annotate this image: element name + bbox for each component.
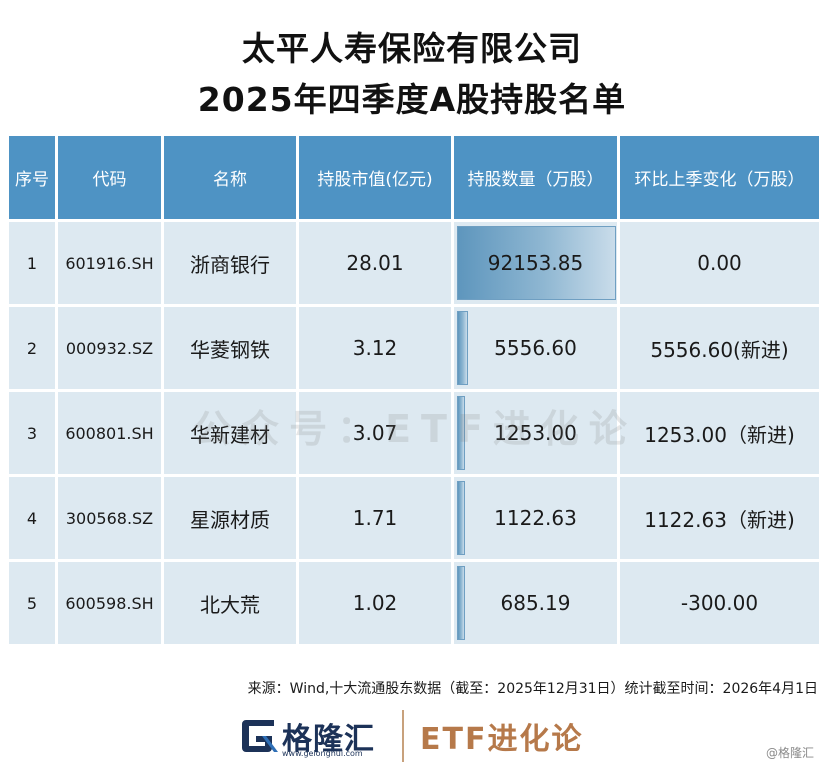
shares-value: 5556.60 <box>494 336 577 360</box>
footer-divider <box>402 710 404 762</box>
header-name: 名称 <box>164 136 296 219</box>
shares-cell: 685.19 <box>454 562 617 644</box>
shares-value: 1253.00 <box>494 421 577 445</box>
shares-cell: 92153.85 <box>454 222 617 304</box>
header-code: 代码 <box>58 136 161 219</box>
row-index: 2 <box>9 307 55 389</box>
market-value: 1.71 <box>299 477 451 559</box>
market-value: 3.12 <box>299 307 451 389</box>
quarter-change: 0.00 <box>620 222 819 304</box>
row-index: 1 <box>9 222 55 304</box>
shares-cell: 1122.63 <box>454 477 617 559</box>
stock-code: 600801.SH <box>58 392 161 474</box>
holdings-table: 序号 代码 名称 持股市值(亿元) 持股数量（万股） 环比上季变化（万股） 1 … <box>6 133 822 647</box>
gelonghui-logo: 格隆汇 www.gelonghui.com <box>238 712 398 762</box>
table-header-row: 序号 代码 名称 持股市值(亿元) 持股数量（万股） 环比上季变化（万股） <box>9 136 819 219</box>
logo-url: www.gelonghui.com <box>282 749 363 758</box>
header-index: 序号 <box>9 136 55 219</box>
quarter-change: 1253.00（新进) <box>620 392 819 474</box>
shares-value: 92153.85 <box>487 251 584 275</box>
watermark-badge: @格隆汇 <box>765 746 814 760</box>
row-index: 5 <box>9 562 55 644</box>
stock-name: 北大荒 <box>164 562 296 644</box>
shares-data-bar <box>457 481 465 555</box>
stock-name: 华菱钢铁 <box>164 307 296 389</box>
quarter-change: 1122.63（新进) <box>620 477 819 559</box>
table-row: 2 000932.SZ 华菱钢铁 3.12 5556.60 5556.60(新进… <box>9 307 819 389</box>
quarter-change: -300.00 <box>620 562 819 644</box>
shares-cell: 1253.00 <box>454 392 617 474</box>
table-row: 4 300568.SZ 星源材质 1.71 1122.63 1122.63（新进… <box>9 477 819 559</box>
stock-name: 华新建材 <box>164 392 296 474</box>
title-line-2: 2025年四季度A股持股名单 <box>197 80 627 119</box>
logo-text: 格隆汇 <box>282 722 375 757</box>
market-value: 28.01 <box>299 222 451 304</box>
header-change: 环比上季变化（万股） <box>620 136 819 219</box>
title-line-1: 太平人寿保险有限公司 <box>242 29 582 68</box>
gelonghui-g-icon <box>242 720 278 752</box>
shares-data-bar <box>457 396 465 470</box>
header-shares: 持股数量（万股） <box>454 136 617 219</box>
stock-code: 601916.SH <box>58 222 161 304</box>
stock-name: 浙商银行 <box>164 222 296 304</box>
stock-name: 星源材质 <box>164 477 296 559</box>
brand-name: ETF进化论 <box>420 722 584 757</box>
source-note: 来源：Wind,十大流通股东数据（截至：2025年12月31日）统计截至时间：2… <box>247 681 818 697</box>
stock-code: 300568.SZ <box>58 477 161 559</box>
shares-cell: 5556.60 <box>454 307 617 389</box>
shares-value: 1122.63 <box>494 506 577 530</box>
row-index: 3 <box>9 392 55 474</box>
shares-data-bar <box>457 566 465 640</box>
quarter-change: 5556.60(新进) <box>620 307 819 389</box>
header-market-value: 持股市值(亿元) <box>299 136 451 219</box>
market-value: 1.02 <box>299 562 451 644</box>
shares-data-bar <box>457 311 468 385</box>
table-row: 1 601916.SH 浙商银行 28.01 92153.85 0.00 <box>9 222 819 304</box>
table-row: 3 600801.SH 华新建材 3.07 1253.00 1253.00（新进… <box>9 392 819 474</box>
stock-code: 000932.SZ <box>58 307 161 389</box>
shares-value: 685.19 <box>500 591 571 615</box>
shares-data-bar <box>457 226 616 300</box>
market-value: 3.07 <box>299 392 451 474</box>
row-index: 4 <box>9 477 55 559</box>
table-row: 5 600598.SH 北大荒 1.02 685.19 -300.00 <box>9 562 819 644</box>
stock-code: 600598.SH <box>58 562 161 644</box>
